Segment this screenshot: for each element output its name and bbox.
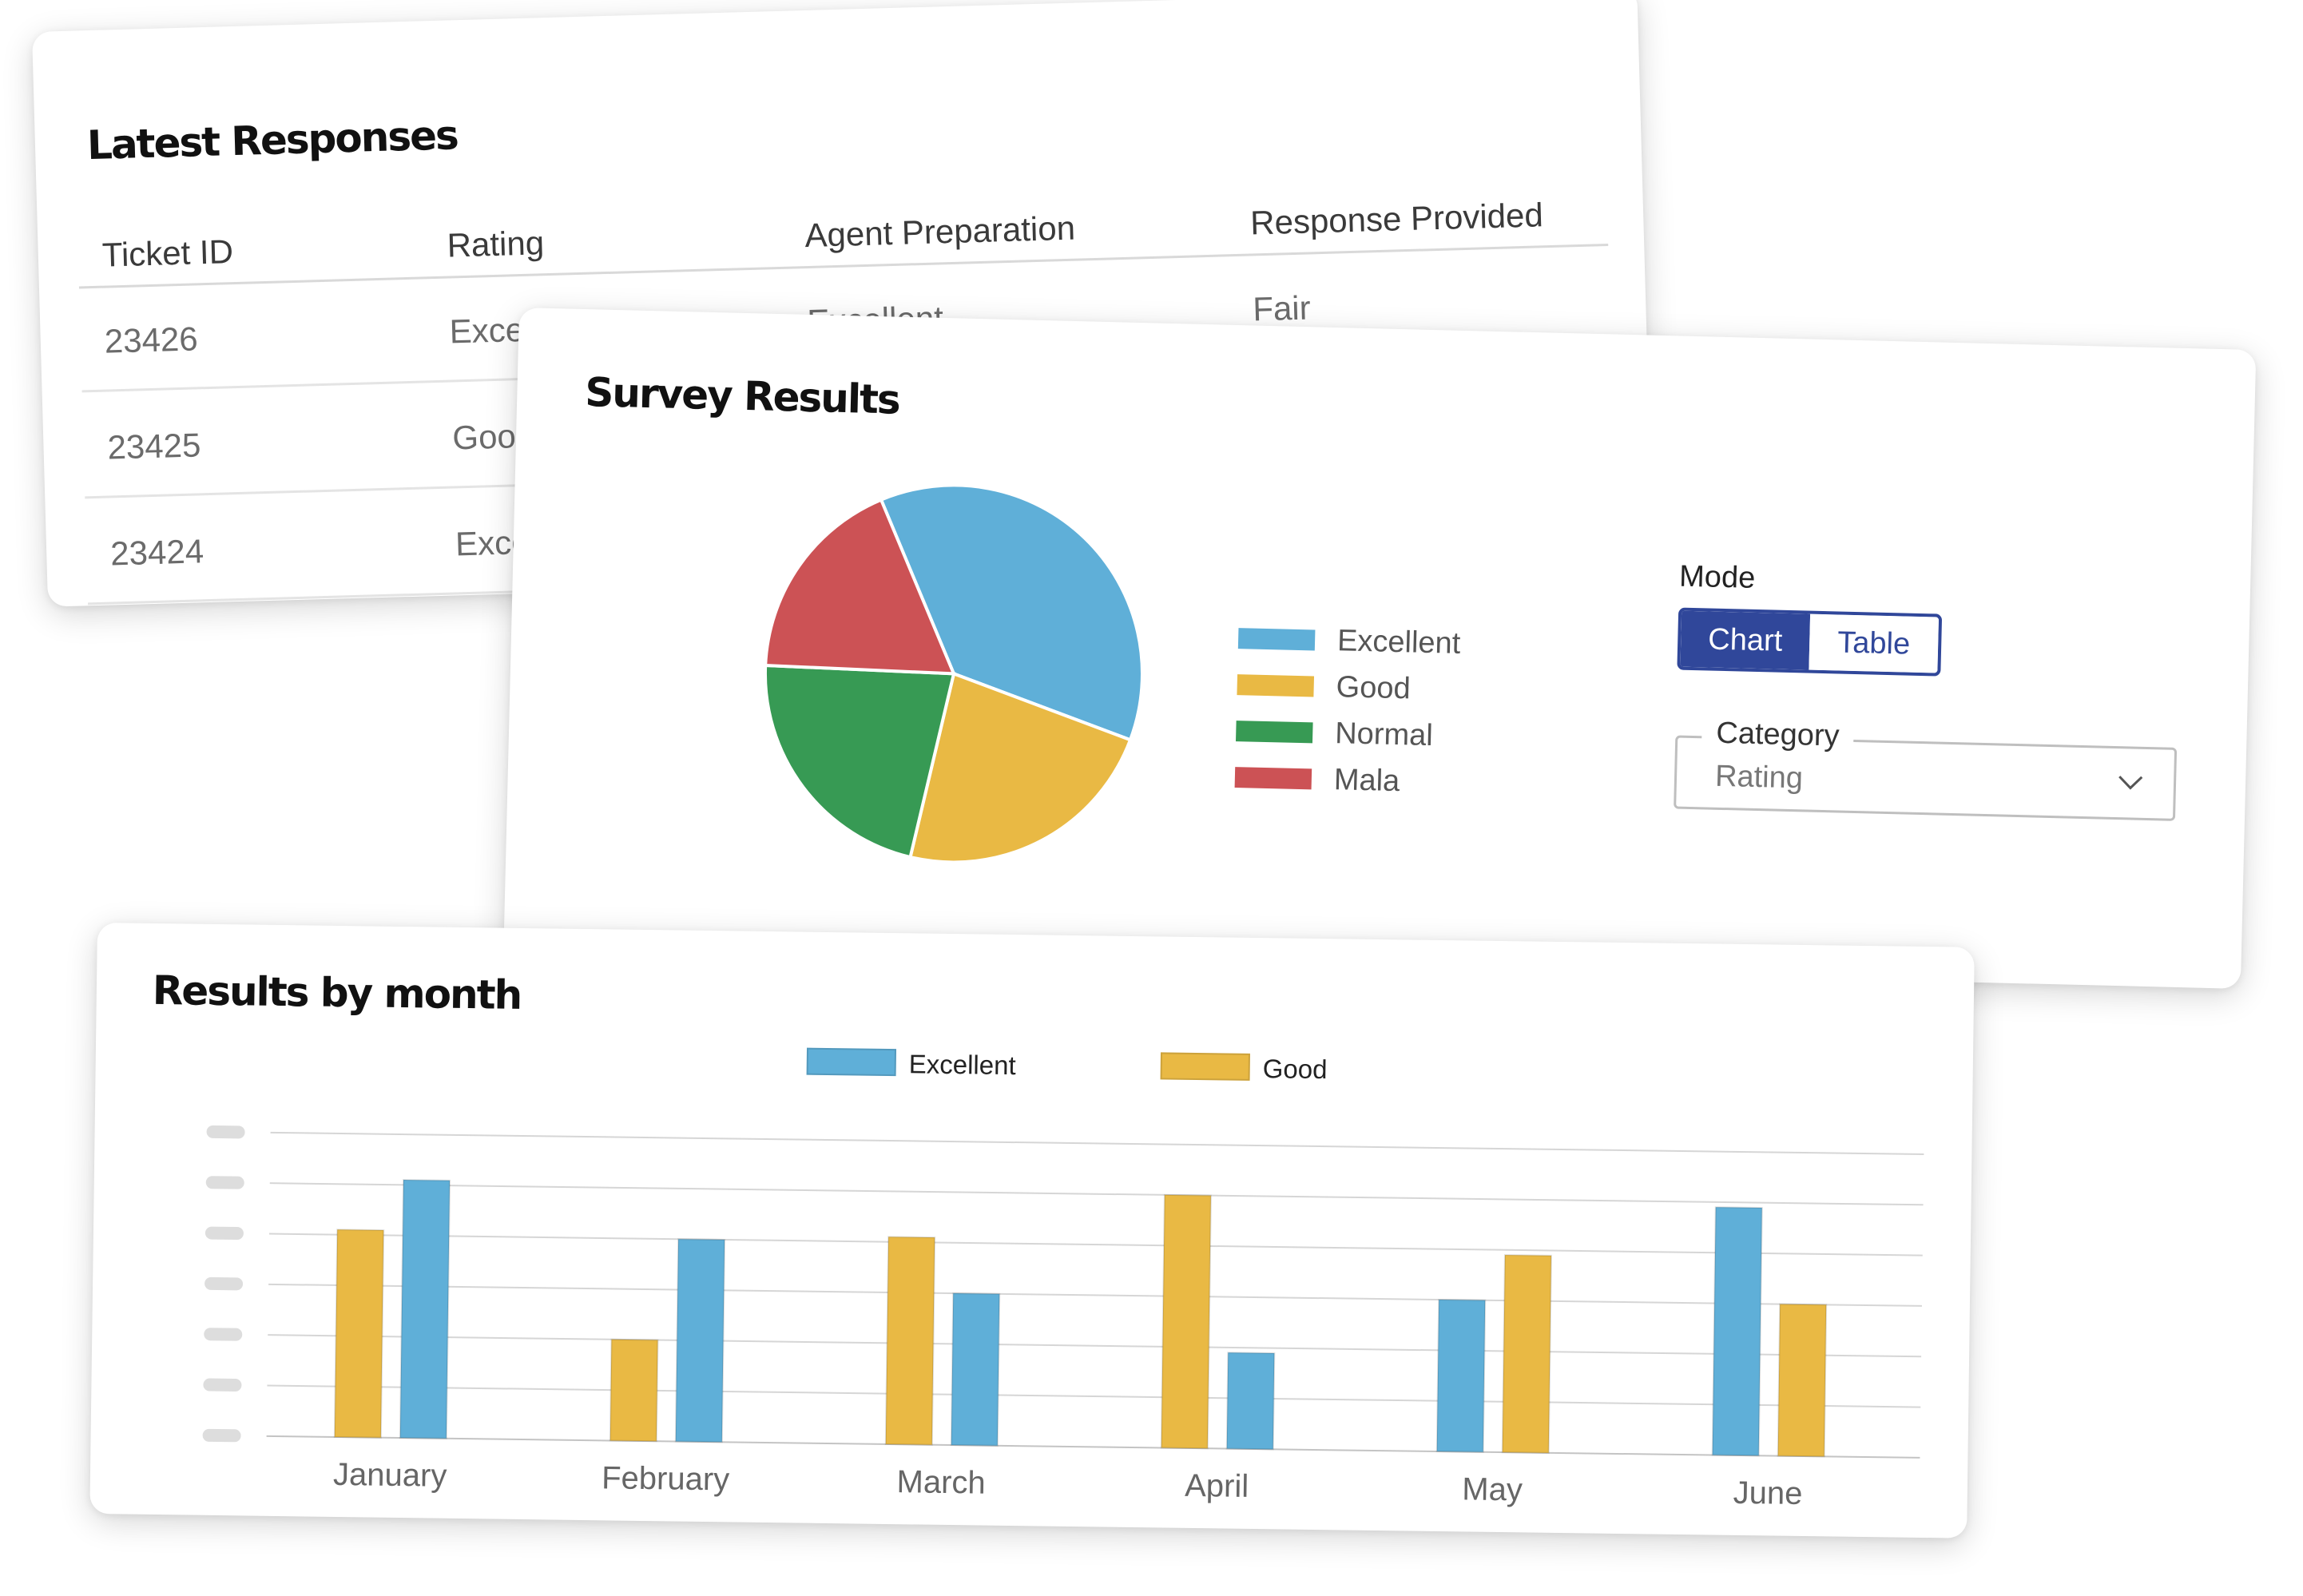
legend-swatch bbox=[1160, 1052, 1250, 1081]
results-by-month-title: Results by month bbox=[152, 967, 522, 1018]
column-header-rating: Rating bbox=[447, 224, 545, 264]
legend-swatch bbox=[1235, 721, 1313, 744]
bar-good-january bbox=[333, 1229, 385, 1439]
pie-slice-good bbox=[908, 671, 1133, 864]
legend-label: Good bbox=[1336, 670, 1412, 706]
latest-responses-title: Latest Responses bbox=[86, 112, 459, 169]
x-tick-label: January bbox=[333, 1457, 447, 1494]
legend-swatch bbox=[1234, 767, 1312, 790]
x-tick-label: March bbox=[896, 1464, 986, 1500]
grid-line bbox=[268, 1334, 1922, 1358]
bar-excellent-may bbox=[1435, 1299, 1487, 1453]
legend-swatch bbox=[1237, 674, 1315, 697]
legend-item-normal: Normal bbox=[1235, 709, 1433, 756]
bar-excellent-january bbox=[399, 1179, 451, 1439]
bar-good-may bbox=[1501, 1254, 1552, 1454]
mode-table-button[interactable]: Table bbox=[1809, 613, 1940, 673]
mode-label: Mode bbox=[1678, 559, 1756, 595]
pie-slice-mala bbox=[764, 498, 957, 676]
bar-good-april bbox=[1160, 1193, 1212, 1450]
legend-swatch bbox=[1237, 628, 1316, 651]
y-tick-label bbox=[206, 1125, 245, 1139]
mode-chart-button[interactable]: Chart bbox=[1680, 610, 1811, 670]
bar-excellent-april bbox=[1225, 1352, 1276, 1451]
y-tick-label bbox=[202, 1428, 241, 1443]
x-tick-label: February bbox=[602, 1460, 730, 1497]
bar-excellent-february bbox=[674, 1238, 726, 1443]
x-tick-label: June bbox=[1733, 1475, 1802, 1511]
legend-label: Excellent bbox=[1336, 624, 1461, 661]
legend-label: Mala bbox=[1333, 763, 1400, 799]
y-tick-label bbox=[204, 1328, 243, 1341]
y-tick-label bbox=[204, 1276, 244, 1291]
results-by-month-card: Results by month Excellent Good January F… bbox=[89, 923, 1975, 1538]
x-tick-label: April bbox=[1185, 1468, 1249, 1504]
survey-results-card: Survey Results Excellent Good Normal Mal… bbox=[503, 308, 2257, 989]
response-provided-cell: Fair bbox=[1252, 288, 1312, 328]
bar-good-march bbox=[884, 1236, 936, 1446]
chevron-down-icon[interactable] bbox=[2116, 768, 2146, 797]
pie-legend: Excellent Good Normal Mala bbox=[1234, 617, 1461, 802]
grid-line bbox=[269, 1182, 1924, 1206]
grid-line bbox=[266, 1435, 1920, 1459]
mode-toggle: Chart Table bbox=[1677, 607, 1943, 677]
legend-swatch bbox=[806, 1047, 897, 1077]
category-select[interactable]: Category Rating bbox=[1674, 716, 2178, 821]
results-by-month-bar-chart: January February March April May June bbox=[202, 1125, 1924, 1511]
legend-item-mala: Mala bbox=[1234, 756, 1400, 802]
column-header-response-provided: Response Provided bbox=[1249, 196, 1544, 242]
legend-label: Excellent bbox=[908, 1049, 1016, 1081]
grid-line bbox=[267, 1384, 1921, 1408]
survey-results-title: Survey Results bbox=[584, 369, 900, 423]
ticket-id-cell: 23426 bbox=[104, 320, 199, 360]
legend-label: Good bbox=[1262, 1054, 1328, 1085]
legend-item-excellent: Excellent bbox=[1237, 617, 1461, 663]
y-tick-label bbox=[205, 1176, 244, 1189]
category-label: Category bbox=[1701, 716, 1855, 754]
grid-line bbox=[268, 1283, 1922, 1307]
bar-good-june bbox=[1777, 1303, 1828, 1458]
pie-slice-normal bbox=[763, 663, 956, 860]
ticket-id-cell: 23425 bbox=[106, 426, 201, 466]
ticket-id-cell: 23424 bbox=[109, 532, 204, 573]
column-header-ticket-id: Ticket ID bbox=[101, 232, 234, 274]
y-tick-label bbox=[204, 1226, 244, 1240]
bar-excellent-march bbox=[950, 1292, 1001, 1447]
x-tick-label: May bbox=[1462, 1471, 1523, 1507]
y-tick-label bbox=[203, 1378, 242, 1392]
survey-pie-chart bbox=[763, 483, 1144, 864]
grid-line bbox=[270, 1131, 1924, 1155]
grid-line bbox=[268, 1233, 1923, 1257]
bar-excellent-june bbox=[1711, 1206, 1763, 1457]
column-header-agent-preparation: Agent Preparation bbox=[804, 208, 1076, 255]
category-value: Rating bbox=[1714, 759, 1804, 796]
bar-good-february bbox=[609, 1338, 659, 1443]
pie-slice-excellent bbox=[879, 483, 1144, 742]
legend-label: Normal bbox=[1334, 717, 1434, 753]
